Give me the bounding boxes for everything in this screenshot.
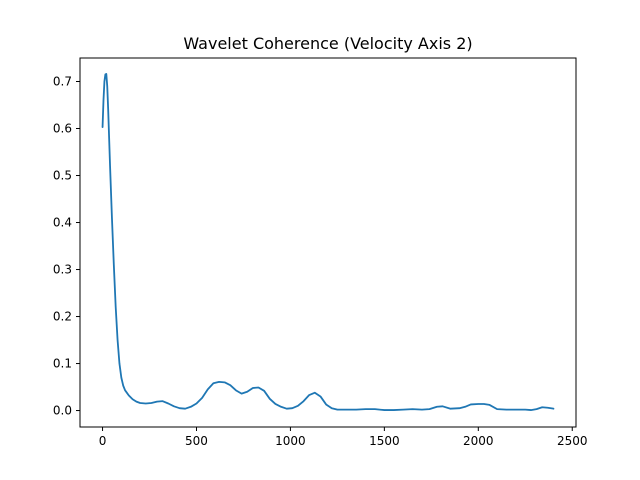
y-tick-label: 0.1 <box>53 357 72 371</box>
plot-frame <box>79 57 577 428</box>
y-tick-label: 0.7 <box>53 75 72 89</box>
y-tick-label: 0.5 <box>53 169 72 183</box>
x-tick-label: 1500 <box>369 434 400 448</box>
y-tick-label: 0.3 <box>53 263 72 277</box>
chart-title: Wavelet Coherence (Velocity Axis 2) <box>183 34 472 53</box>
plot-area-background <box>80 58 576 427</box>
series-line <box>101 73 555 411</box>
y-axis-ticks: 0.0 0.1 0.2 0.3 0.4 0.5 0.6 0.7 <box>53 75 80 418</box>
x-tick-label: 0 <box>99 434 107 448</box>
x-axis-ticks: 0 500 1000 1500 2000 2500 <box>99 427 588 448</box>
y-tick-label: 0.0 <box>53 404 72 418</box>
series-layer <box>101 73 555 411</box>
y-tick-label: 0.6 <box>53 122 72 136</box>
x-tick-label: 500 <box>185 434 208 448</box>
x-tick-label: 2500 <box>557 434 588 448</box>
x-tick-label: 1000 <box>275 434 306 448</box>
x-tick-label: 2000 <box>463 434 494 448</box>
y-tick-label: 0.2 <box>53 310 72 324</box>
y-tick-label: 0.4 <box>53 216 72 230</box>
